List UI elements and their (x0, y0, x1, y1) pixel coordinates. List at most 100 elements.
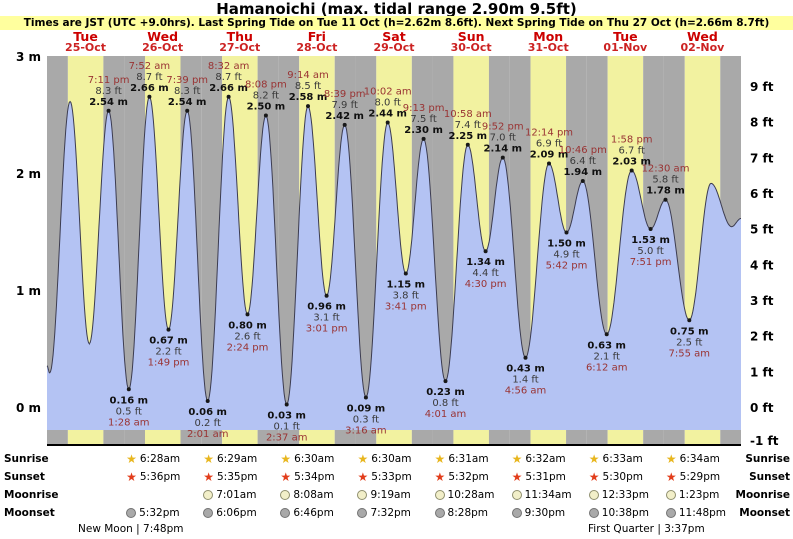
sunrise-star-icon: ★ (357, 452, 369, 466)
moonset-moon-icon (588, 508, 599, 518)
y-axis-left-label: 3 m (16, 50, 41, 64)
moonset-entry: 11:48pm (665, 505, 726, 521)
astro-label-right-moonrise: Moonrise (735, 489, 791, 501)
sunrise-star-icon: ★ (203, 452, 214, 466)
moonrise-entry: 7:01am (203, 487, 256, 503)
sunset-entry: ★ 5:29pm (666, 469, 720, 485)
x-axis-line (47, 444, 741, 446)
day-weekday: Wed (147, 29, 179, 44)
y-axis-left-label: 0 m (16, 401, 41, 415)
tide-event-dot (421, 136, 426, 141)
astro-label-right-sunrise: Sunrise (745, 453, 790, 465)
sunset-star-icon: ★ (665, 470, 677, 484)
sunrise-star-icon: ★ (665, 452, 677, 466)
day-date: 30-Oct (450, 41, 492, 54)
moonrise-moon-icon (203, 490, 214, 500)
y-axis-right-label: 6 ft (750, 187, 774, 201)
moonrise-time: 9:19am (370, 489, 411, 501)
tide-event-dot (483, 249, 488, 254)
moonset-entry: 7:32pm (357, 505, 411, 521)
tide-event-label-high: 9:13 pm 7.5 ft 2.30 m (403, 103, 445, 136)
day-date: 28-Oct (296, 41, 338, 54)
y-axis-right-label: -1 ft (750, 434, 779, 448)
moonrise-time: 8:08am (293, 489, 334, 501)
sunrise-entry: ★ 6:31am (435, 451, 489, 467)
sunrise-star-icon: ★ (126, 452, 137, 466)
moonrise-time: 1:23pm (678, 489, 720, 501)
tide-event-dot (263, 113, 268, 118)
tide-event-dot (324, 293, 329, 298)
sunrise-time: 6:33am (602, 453, 643, 465)
tide-event-label-high: 12:14 pm 6.9 ft 2.09 m (525, 128, 573, 161)
tide-event-dot (564, 230, 569, 235)
tide-event-label-low: 0.80 m 2.6 ft 2:24 pm (227, 320, 269, 353)
sunrise-star-icon: ★ (511, 452, 523, 466)
new-moon-note: New Moon | 7:48pm (78, 523, 184, 535)
tide-event-label-low: 0.67 m 2.2 ft 1:49 pm (148, 336, 190, 369)
sunset-star-icon: ★ (511, 470, 523, 484)
sunrise-time: 6:31am (448, 453, 489, 465)
night-band (355, 56, 377, 444)
day-date: 27-Oct (219, 41, 261, 54)
day-date: 26-Oct (142, 41, 184, 54)
tide-event-label-low: 0.75 m 2.5 ft 7:55 am (669, 326, 711, 359)
astro-label-left-moonrise: Moonrise (4, 489, 59, 501)
sunset-entry: ★ 5:32pm (435, 469, 489, 485)
tide-event-label-high: 8:39 pm 7.9 ft 2.42 m (324, 89, 366, 122)
day-weekday: Wed (687, 29, 718, 44)
astro-label-left-sunset: Sunset (4, 471, 45, 483)
sunrise-entry: ★ 6:28am (126, 451, 180, 467)
tide-event-label-low: 1.50 m 4.9 ft 5:42 pm (546, 239, 588, 272)
moonset-time: 6:46pm (293, 507, 334, 519)
tide-event-label-low: 1.15 m 3.8 ft 3:41 pm (385, 280, 427, 313)
day-date: 31-Oct (527, 41, 569, 54)
sunset-time: 5:36pm (139, 471, 181, 483)
moonrise-moon-icon (511, 490, 522, 500)
day-weekday: Thu (226, 29, 253, 44)
subtitle-bar: Times are JST (UTC +9.0hrs). Last Spring… (0, 16, 793, 30)
sunrise-star-icon: ★ (588, 452, 600, 466)
moonrise-time: 12:33pm (601, 489, 649, 501)
y-axis-right-label: 4 ft (750, 258, 774, 272)
moonrise-time: 10:28am (447, 489, 495, 501)
moonrise-moon-icon (434, 490, 445, 500)
sunset-star-icon: ★ (280, 470, 292, 484)
tide-event-dot (580, 179, 585, 183)
tide-event-dot (226, 94, 231, 99)
moonrise-moon-icon (357, 490, 368, 500)
sunset-star-icon: ★ (357, 470, 369, 484)
moonset-entry: 5:32pm (126, 505, 180, 521)
sunrise-time: 6:28am (139, 453, 181, 465)
tide-event-dot (284, 402, 289, 407)
moonset-time: 9:30pm (524, 507, 566, 519)
sunset-entry: ★ 5:35pm (203, 469, 257, 485)
tide-area (47, 96, 741, 431)
sunset-star-icon: ★ (203, 470, 214, 484)
tide-event-label-low: 0.63 m 2.1 ft 6:12 am (586, 340, 628, 373)
tide-event-dot (648, 227, 653, 231)
y-axis-right-label: 0 ft (750, 401, 774, 415)
tide-event-dot (523, 355, 528, 360)
moonset-time: 6:06pm (216, 507, 257, 519)
moonrise-moon-icon (665, 490, 676, 500)
day-weekday: Sat (382, 29, 406, 44)
sunrise-entry: ★ 6:29am (203, 451, 257, 467)
moonset-time: 8:28pm (447, 507, 489, 519)
moonrise-entry: 10:28am (434, 487, 495, 503)
y-axis-right-label: 5 ft (750, 223, 774, 237)
sunrise-star-icon: ★ (434, 452, 446, 466)
sunset-time: 5:31pm (525, 471, 566, 483)
moonset-time: 5:32pm (139, 507, 180, 519)
moonset-moon-icon (511, 508, 522, 518)
sunset-star-icon: ★ (434, 470, 446, 484)
moonset-entry: 9:30pm (511, 505, 566, 521)
moonset-entry: 8:28pm (434, 505, 489, 521)
astro-label-left-moonset: Moonset (4, 507, 55, 519)
moonrise-entry: 12:33pm (588, 487, 649, 503)
first-quarter-note: First Quarter | 3:37pm (588, 523, 705, 535)
sunset-entry: ★ 5:31pm (512, 469, 566, 485)
sunset-star-icon: ★ (588, 470, 600, 484)
astro-label-right-moonset: Moonset (739, 507, 790, 519)
sunrise-time: 6:30am (371, 453, 412, 465)
